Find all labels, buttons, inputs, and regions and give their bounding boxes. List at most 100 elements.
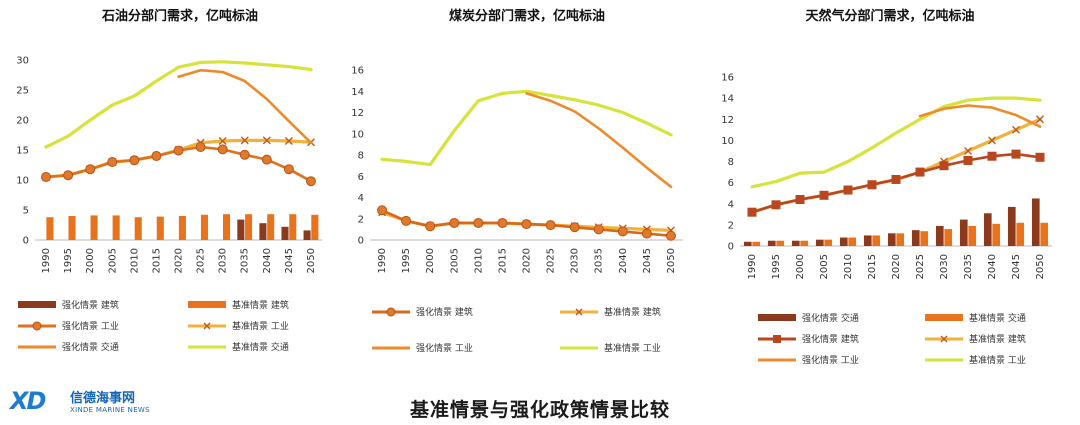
point-marker (641, 228, 652, 239)
x-tick-label: 2035 (594, 248, 605, 273)
point-marker (891, 174, 901, 184)
bar (46, 217, 54, 240)
x-tick-label: 2000 (425, 248, 436, 273)
point-marker (915, 167, 925, 177)
x-tick-label: 2045 (284, 248, 295, 273)
x-tick-label: 1990 (747, 254, 758, 279)
point-marker (819, 190, 829, 200)
point-marker (41, 172, 52, 182)
y-tick-label: 8 (728, 157, 734, 168)
x-tick-label: 1990 (41, 248, 52, 273)
bar (289, 214, 297, 240)
point-marker (988, 136, 996, 145)
bar (303, 230, 311, 240)
bar (791, 240, 800, 246)
point-marker (987, 151, 997, 161)
point-marker (173, 145, 184, 156)
bar (267, 214, 275, 240)
point-marker (262, 136, 271, 145)
bar (245, 214, 253, 240)
point-marker (1036, 115, 1044, 124)
point-marker (521, 219, 532, 230)
y-tick-label: 14 (351, 87, 364, 98)
legend-marker (773, 335, 781, 343)
x-tick-label: 2040 (262, 248, 273, 273)
y-tick-label: 25 (16, 86, 29, 97)
bar (911, 230, 920, 246)
bar (259, 223, 267, 240)
x-tick-label: 2010 (473, 248, 484, 273)
point-marker (401, 215, 412, 226)
point-marker (1035, 152, 1045, 162)
bar (920, 231, 929, 246)
legend-label: 基准情景 建筑 (232, 299, 289, 311)
x-tick-label: 2040 (987, 254, 998, 279)
series-line (525, 92, 673, 189)
legend-label: 基准情景 交通 (969, 312, 1026, 324)
bar (178, 216, 186, 240)
point-marker (239, 149, 250, 160)
legend-label: 基准情景 工业 (604, 342, 661, 354)
legend-marker (32, 321, 42, 331)
point-marker (473, 218, 484, 228)
y-tick-label: 16 (721, 73, 734, 84)
y-tick-label: 2 (358, 214, 364, 225)
chart-title: 石油分部门需求，亿吨标油 (101, 8, 258, 24)
legend-marker (203, 322, 211, 330)
x-tick-label: 2020 (522, 248, 533, 273)
point-marker (449, 218, 460, 228)
x-tick-label: 2025 (546, 248, 557, 273)
x-tick-label: 2050 (1035, 254, 1046, 279)
y-tick-label: 15 (16, 146, 29, 157)
x-tick-label: 2000 (795, 254, 806, 279)
x-tick-label: 2040 (618, 248, 629, 273)
legend-swatch (925, 314, 963, 321)
bar (839, 237, 848, 246)
legend-label: 强化情景 工业 (802, 354, 859, 366)
bar (1007, 206, 1016, 246)
y-tick-label: 10 (351, 129, 364, 140)
point-marker (63, 170, 74, 181)
y-tick-label: 10 (721, 136, 734, 147)
legend-label: 基准情景 工业 (969, 354, 1026, 366)
point-marker (939, 161, 949, 171)
point-marker (964, 146, 972, 155)
legend-marker (575, 308, 583, 316)
point-marker (151, 151, 162, 161)
bar (896, 233, 905, 246)
y-tick-label: 5 (23, 206, 29, 217)
bar (872, 235, 881, 246)
legend-swatch (18, 301, 56, 308)
bar (776, 240, 785, 246)
x-tick-label: 2030 (570, 248, 581, 273)
x-tick-label: 2030 (218, 248, 229, 273)
x-tick-label: 2030 (939, 254, 950, 279)
bar (935, 225, 944, 246)
x-tick-label: 2050 (306, 248, 317, 273)
point-marker (1012, 125, 1020, 134)
y-tick-label: 30 (16, 56, 29, 67)
legend-label: 基准情景 建筑 (969, 333, 1026, 345)
legend-label: 强化情景 工业 (416, 342, 473, 354)
chart-title: 天然气分部门需求，亿吨标油 (805, 8, 974, 24)
point-marker (867, 180, 877, 190)
legend-label: 基准情景 工业 (232, 320, 289, 332)
y-tick-label: 6 (728, 178, 734, 189)
bar (237, 219, 245, 240)
x-tick-label: 2015 (497, 248, 508, 273)
x-tick-label: 2025 (196, 248, 207, 273)
y-tick-label: 4 (358, 193, 364, 204)
bar (1031, 198, 1040, 246)
x-tick-label: 2020 (174, 248, 185, 273)
series-line (918, 104, 1042, 128)
chart-title: 煤炭分部门需求，亿吨标油 (449, 8, 605, 24)
y-tick-label: 8 (358, 151, 364, 162)
legend-marker (386, 307, 396, 317)
bar (90, 215, 98, 240)
bar (200, 214, 208, 240)
y-tick-label: 4 (728, 199, 734, 210)
point-marker (497, 218, 508, 228)
bar (281, 226, 289, 240)
x-tick-label: 2045 (642, 248, 653, 273)
